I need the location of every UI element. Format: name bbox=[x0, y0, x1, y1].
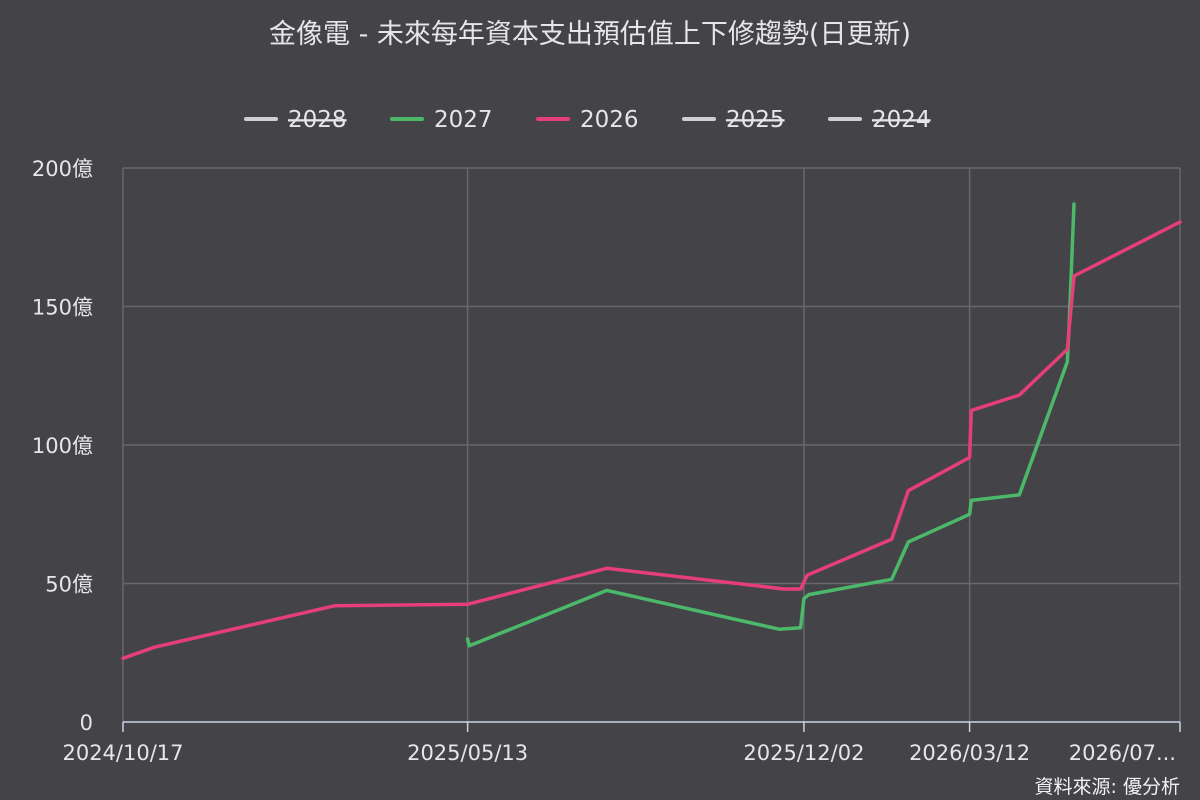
y-axis: 0 50億 100億 150億 200億 bbox=[32, 157, 93, 735]
y-tick-label: 200億 bbox=[32, 157, 93, 181]
y-tick-label: 100億 bbox=[32, 434, 93, 458]
y-tick-label: 50億 bbox=[45, 573, 93, 597]
x-tick-label: 2026/07... bbox=[1069, 741, 1176, 765]
x-tick-label: 2025/12/02 bbox=[743, 741, 864, 765]
source-label: 資料來源: 優分析 bbox=[1035, 776, 1180, 798]
legend-label: 2024 bbox=[872, 107, 931, 133]
legend-label: 2027 bbox=[434, 107, 493, 133]
legend-item-2028[interactable]: 2028 bbox=[244, 107, 347, 133]
legend-label: 2028 bbox=[288, 107, 347, 133]
legend-item-2027[interactable]: 2027 bbox=[390, 107, 493, 133]
grid bbox=[122, 167, 1181, 722]
plot-area bbox=[121, 202, 1182, 661]
legend-label: 2026 bbox=[580, 107, 639, 133]
x-tick-label: 2026/03/12 bbox=[909, 741, 1030, 765]
legend-label: 2025 bbox=[726, 107, 785, 133]
legend-item-2025[interactable]: 2025 bbox=[682, 107, 785, 133]
legend-item-2024[interactable]: 2024 bbox=[828, 107, 931, 133]
x-tick-label: 2024/10/17 bbox=[62, 741, 183, 765]
y-tick-label: 0 bbox=[80, 711, 93, 735]
series-line-2027 bbox=[465, 202, 1076, 648]
y-tick-label: 150億 bbox=[32, 296, 93, 320]
x-axis: 2024/10/17 2025/05/13 2025/12/02 2026/03/12… bbox=[62, 721, 1181, 765]
series-line-2026 bbox=[121, 220, 1182, 661]
legend-item-2026[interactable]: 2026 bbox=[536, 107, 639, 133]
chart-title: 金像電 - 未來每年資本支出預估值上下修趨勢(日更新) bbox=[269, 19, 911, 50]
x-tick-label: 2025/05/13 bbox=[407, 741, 528, 765]
legend: 2028 2027 2026 2025 2024 bbox=[244, 107, 931, 133]
